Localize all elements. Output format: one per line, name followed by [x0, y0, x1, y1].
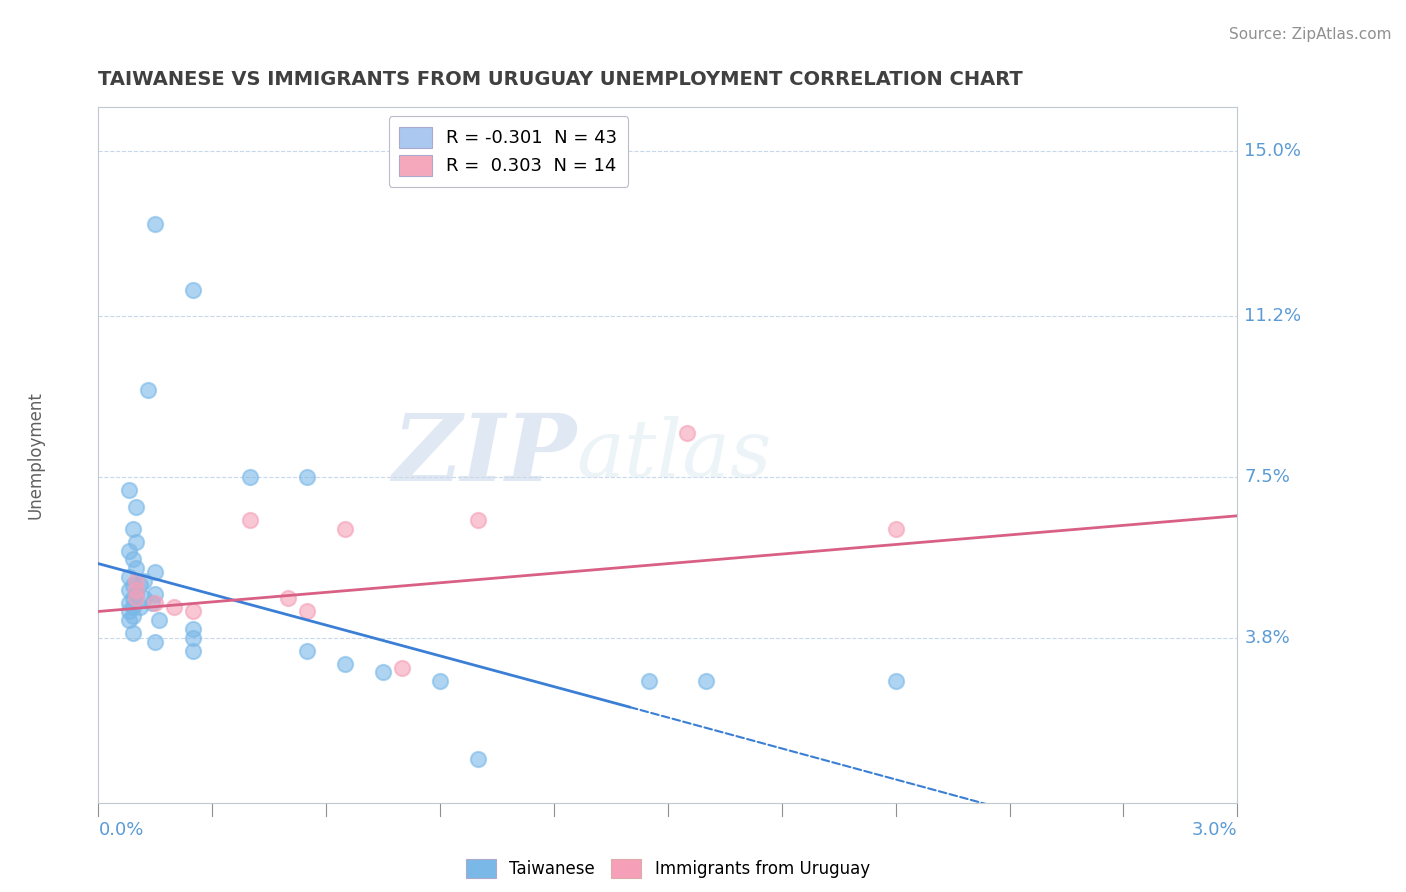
- Point: [118, 483, 141, 497]
- Point: [239, 513, 262, 527]
- Text: TAIWANESE VS IMMIGRANTS FROM URUGUAY UNEMPLOYMENT CORRELATION CHART: TAIWANESE VS IMMIGRANTS FROM URUGUAY UNE…: [98, 70, 1024, 89]
- Point: [145, 218, 167, 232]
- Point: [121, 552, 143, 566]
- Point: [125, 500, 148, 514]
- Text: 3.0%: 3.0%: [1192, 821, 1237, 838]
- Point: [297, 643, 319, 657]
- Point: [297, 469, 319, 483]
- Point: [121, 578, 143, 592]
- Point: [695, 674, 717, 689]
- Point: [121, 600, 143, 615]
- Point: [239, 469, 262, 483]
- Point: [183, 631, 205, 645]
- Point: [121, 522, 143, 536]
- Point: [145, 566, 167, 580]
- Point: [129, 578, 152, 592]
- Point: [141, 596, 163, 610]
- Point: [676, 426, 699, 441]
- Point: [183, 605, 205, 619]
- Text: 11.2%: 11.2%: [1244, 307, 1302, 325]
- Point: [132, 591, 155, 606]
- Point: [121, 591, 143, 606]
- Point: [884, 674, 907, 689]
- Point: [297, 605, 319, 619]
- Text: 3.8%: 3.8%: [1244, 629, 1291, 647]
- Point: [429, 674, 451, 689]
- Point: [136, 383, 159, 397]
- Point: [145, 596, 167, 610]
- Point: [183, 283, 205, 297]
- Text: 15.0%: 15.0%: [1244, 142, 1302, 160]
- Point: [125, 574, 148, 588]
- Point: [371, 665, 394, 680]
- Point: [467, 752, 489, 766]
- Point: [118, 570, 141, 584]
- Point: [145, 635, 167, 649]
- Text: Unemployment: Unemployment: [27, 391, 44, 519]
- Text: Source: ZipAtlas.com: Source: ZipAtlas.com: [1229, 27, 1392, 42]
- Point: [125, 535, 148, 549]
- Text: 7.5%: 7.5%: [1244, 467, 1291, 485]
- Point: [121, 626, 143, 640]
- Point: [183, 643, 205, 657]
- Point: [118, 582, 141, 597]
- Point: [129, 600, 152, 615]
- Point: [467, 513, 489, 527]
- Point: [118, 596, 141, 610]
- Point: [132, 574, 155, 588]
- Point: [884, 522, 907, 536]
- Point: [391, 661, 413, 675]
- Point: [638, 674, 661, 689]
- Text: ZIP: ZIP: [392, 410, 576, 500]
- Point: [118, 605, 141, 619]
- Text: atlas: atlas: [576, 417, 772, 493]
- Point: [335, 522, 357, 536]
- Point: [277, 591, 299, 606]
- Point: [125, 591, 148, 606]
- Point: [118, 613, 141, 627]
- Point: [125, 582, 148, 597]
- Point: [145, 587, 167, 601]
- Point: [125, 587, 148, 601]
- Legend: Taiwanese, Immigrants from Uruguay: Taiwanese, Immigrants from Uruguay: [460, 853, 876, 885]
- Point: [118, 543, 141, 558]
- Point: [163, 600, 186, 615]
- Text: 0.0%: 0.0%: [98, 821, 143, 838]
- Point: [121, 608, 143, 623]
- Point: [335, 657, 357, 671]
- Point: [183, 622, 205, 636]
- Point: [148, 613, 170, 627]
- Point: [125, 561, 148, 575]
